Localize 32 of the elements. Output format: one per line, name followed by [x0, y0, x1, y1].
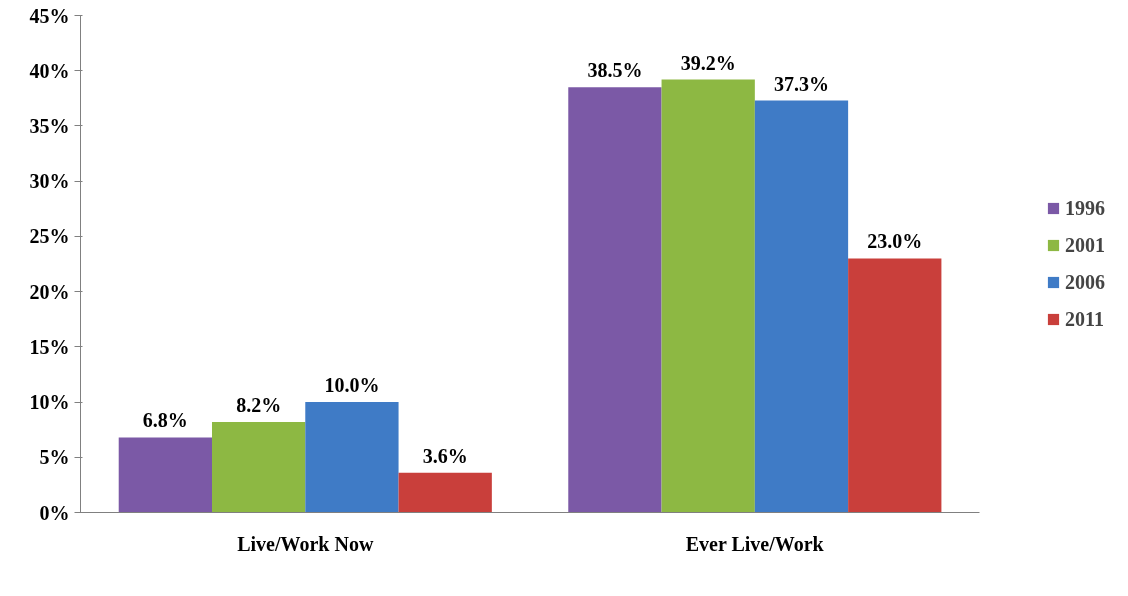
y-tick-label: 45% — [29, 4, 70, 27]
bar — [305, 402, 399, 513]
data-label: 39.2% — [680, 51, 736, 74]
legend-label: 2011 — [1065, 307, 1104, 331]
data-label: 8.2% — [236, 393, 282, 416]
y-tick-label: 40% — [29, 59, 70, 82]
y-tick-label: 5% — [39, 446, 70, 469]
y-tick-label: 15% — [29, 335, 70, 358]
bar — [848, 258, 942, 513]
y-tick-label: 30% — [29, 170, 70, 193]
data-label: 10.0% — [324, 374, 380, 397]
bar — [398, 472, 492, 513]
y-tick-label: 20% — [29, 280, 70, 303]
x-tick-label: Live/Work Now — [237, 532, 374, 555]
y-tick-label: 0% — [39, 501, 70, 524]
data-label: 23.0% — [867, 230, 923, 253]
legend-label: 1996 — [1065, 196, 1105, 220]
data-label: 6.8% — [142, 409, 188, 432]
legend-label: 2006 — [1065, 270, 1105, 294]
bar — [754, 100, 849, 513]
bar — [568, 87, 662, 513]
y-tick-label: 25% — [29, 225, 70, 248]
bar — [212, 421, 306, 513]
y-tick-label: 10% — [29, 391, 70, 414]
data-label: 37.3% — [773, 72, 829, 95]
y-tick-label: 35% — [29, 114, 70, 137]
bar — [661, 79, 755, 513]
bar — [118, 437, 212, 513]
data-label: 3.6% — [422, 444, 468, 467]
x-tick-label: Ever Live/Work — [685, 532, 825, 555]
data-label: 38.5% — [587, 59, 643, 82]
legend-label: 2001 — [1065, 233, 1105, 257]
